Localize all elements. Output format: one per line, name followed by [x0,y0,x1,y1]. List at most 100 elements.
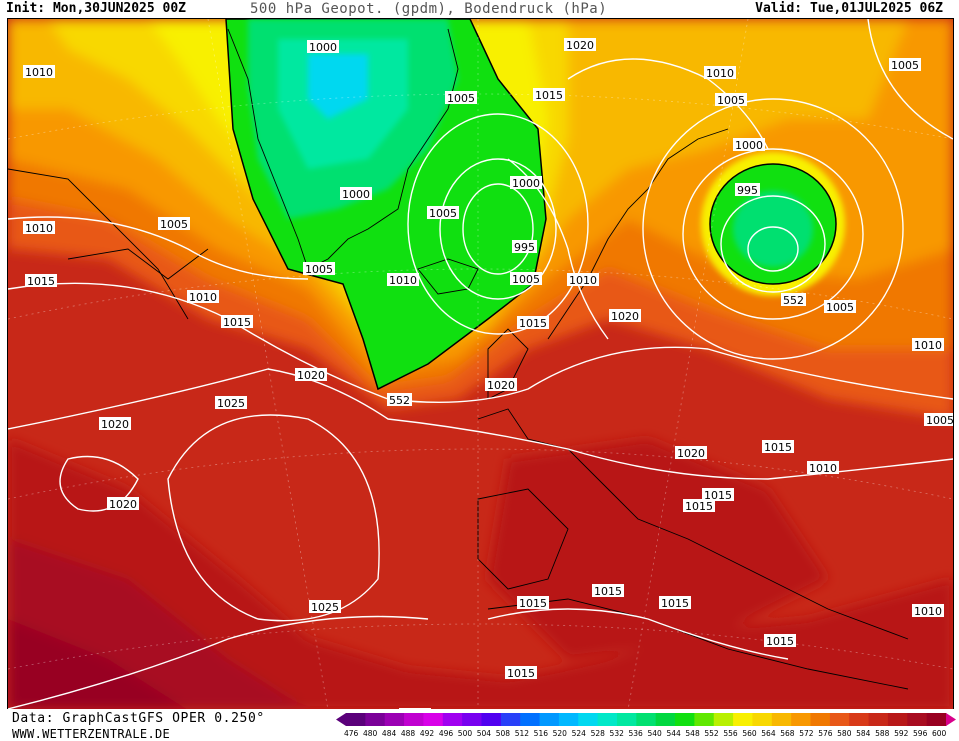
isobar-label: 552 [783,294,804,307]
cutoff-low-russia [701,152,845,296]
legend-tick-label: 492 [419,729,435,738]
footer-bar: Data: GraphCastGFS OPER 0.250° WWW.WETTE… [0,709,959,741]
isobar-label: 1020 [109,498,137,511]
legend-swatch [636,713,657,726]
isobar-label-bg [735,183,760,196]
legend-swatch [771,713,792,726]
legend-swatch [829,713,850,726]
legend-tick-label: 520 [552,729,567,738]
isobar-label: 1005 [447,92,475,105]
legend-swatch [694,713,715,726]
legend-swatch [346,713,366,726]
isobars [8,19,953,710]
isobar-label: 1005 [305,263,333,276]
legend-swatch [616,713,637,726]
isobar-label-bg [25,274,57,287]
isobar-label: 1005 [717,94,745,107]
isobar-label-bg [704,66,736,79]
legend-tick-label: 548 [685,729,700,738]
valid-time: Valid: Tue,01JUL2025 06Z [755,1,943,16]
isobar-label: 1025 [311,601,339,614]
isobar-label-bg [187,290,219,303]
isobar-label: 1025 [217,397,245,410]
isobar-label: 1010 [389,274,417,287]
legend-tick-label: 500 [457,729,473,738]
legend-tick-label: 572 [799,729,814,738]
isobar-label-bg [912,604,944,617]
color-legend [336,713,956,726]
isobar-label-bg [715,93,747,106]
isobar-label-bg [567,273,599,286]
legend-swatch [520,713,541,726]
legend-swatch [733,713,753,726]
legend-swatch [462,713,482,726]
isobar-label-bg [533,88,565,101]
isobar-label-bg [762,440,794,453]
legend-swatch [384,713,405,726]
legend-swatch [500,713,521,726]
isobar-label: 1010 [914,339,942,352]
legend-tick-label: 564 [761,729,776,738]
isobar-label: 1010 [25,222,53,235]
isobar-label-bg [781,293,806,306]
isobar-label-bg [99,417,131,430]
isobar-label-bg [340,187,372,200]
legend-swatch [907,713,928,726]
isobar-label: 1015 [507,667,535,680]
isobar-label: 1000 [735,139,763,152]
isobar-label-bg [659,596,691,609]
isobar-label: 1005 [429,207,457,220]
legend-swatch [655,713,676,726]
isobar-label: 1020 [101,418,129,431]
isobar-label-bg [592,584,624,597]
data-source: Data: GraphCastGFS OPER 0.250° [12,711,265,726]
legend-swatch [849,713,870,726]
isobar-label-bg [733,138,765,151]
legend-tick-label: 512 [514,729,530,738]
legend-tick-label: 584 [856,729,871,738]
isobar-label-bg [512,240,537,253]
isobar-label: 1015 [223,316,251,329]
isobar-label-bg [517,596,549,609]
isobar-label: 1020 [611,310,639,323]
isobar-label-bg [564,38,596,51]
legend-tick-label: 524 [571,729,586,738]
isobar-label: 1005 [926,414,953,427]
legend-tick-label: 516 [533,729,548,738]
isobar-label-bg [505,666,537,679]
isobar-label: 1010 [569,274,597,287]
legend-swatch [442,713,463,726]
isobar-label: 1015 [704,489,732,502]
isobar-label: 1000 [342,188,370,201]
isobar-label: 1015 [519,317,547,330]
isobar-label-bg [683,499,715,512]
legend-tick-label: 484 [381,729,397,738]
isobar-label: 1015 [766,635,794,648]
isobar-label: 1005 [891,59,919,72]
legend-swatch [752,713,773,726]
isobar-label: 1005 [160,218,188,231]
isobar-label-bg [107,497,139,510]
legend-tick-label: 480 [362,729,378,738]
isobar-label: 1010 [809,462,837,475]
legend-tick-label: 504 [476,729,492,738]
legend-tick-label: 496 [438,729,454,738]
legend-swatch [481,713,502,726]
website: WWW.WETTERZENTRALE.DE [12,727,171,741]
legend-tick-label: 540 [647,729,662,738]
isobar-label: 1010 [706,67,734,80]
isobar-label-bg [924,413,953,426]
map-title: 500 hPa Geopot. (gpdm), Bodendruck (hPa) [250,1,608,17]
isobar-label: 1020 [487,379,515,392]
legend-swatch [365,713,386,726]
legend-swatch [597,713,618,726]
isobar-label: 995 [514,241,535,254]
legend-swatch [810,713,831,726]
legend-tick-label: 576 [818,729,833,738]
legend-tick-label: 556 [723,729,738,738]
isobar-label-bg [295,368,327,381]
isobar-label: 1015 [535,89,563,102]
weather-map: 1000 1020 1010 1005 1010 1005 1015 1005 1000 1000… [7,18,954,711]
legend-swatch [404,713,424,726]
isobar-label: 1015 [594,585,622,598]
